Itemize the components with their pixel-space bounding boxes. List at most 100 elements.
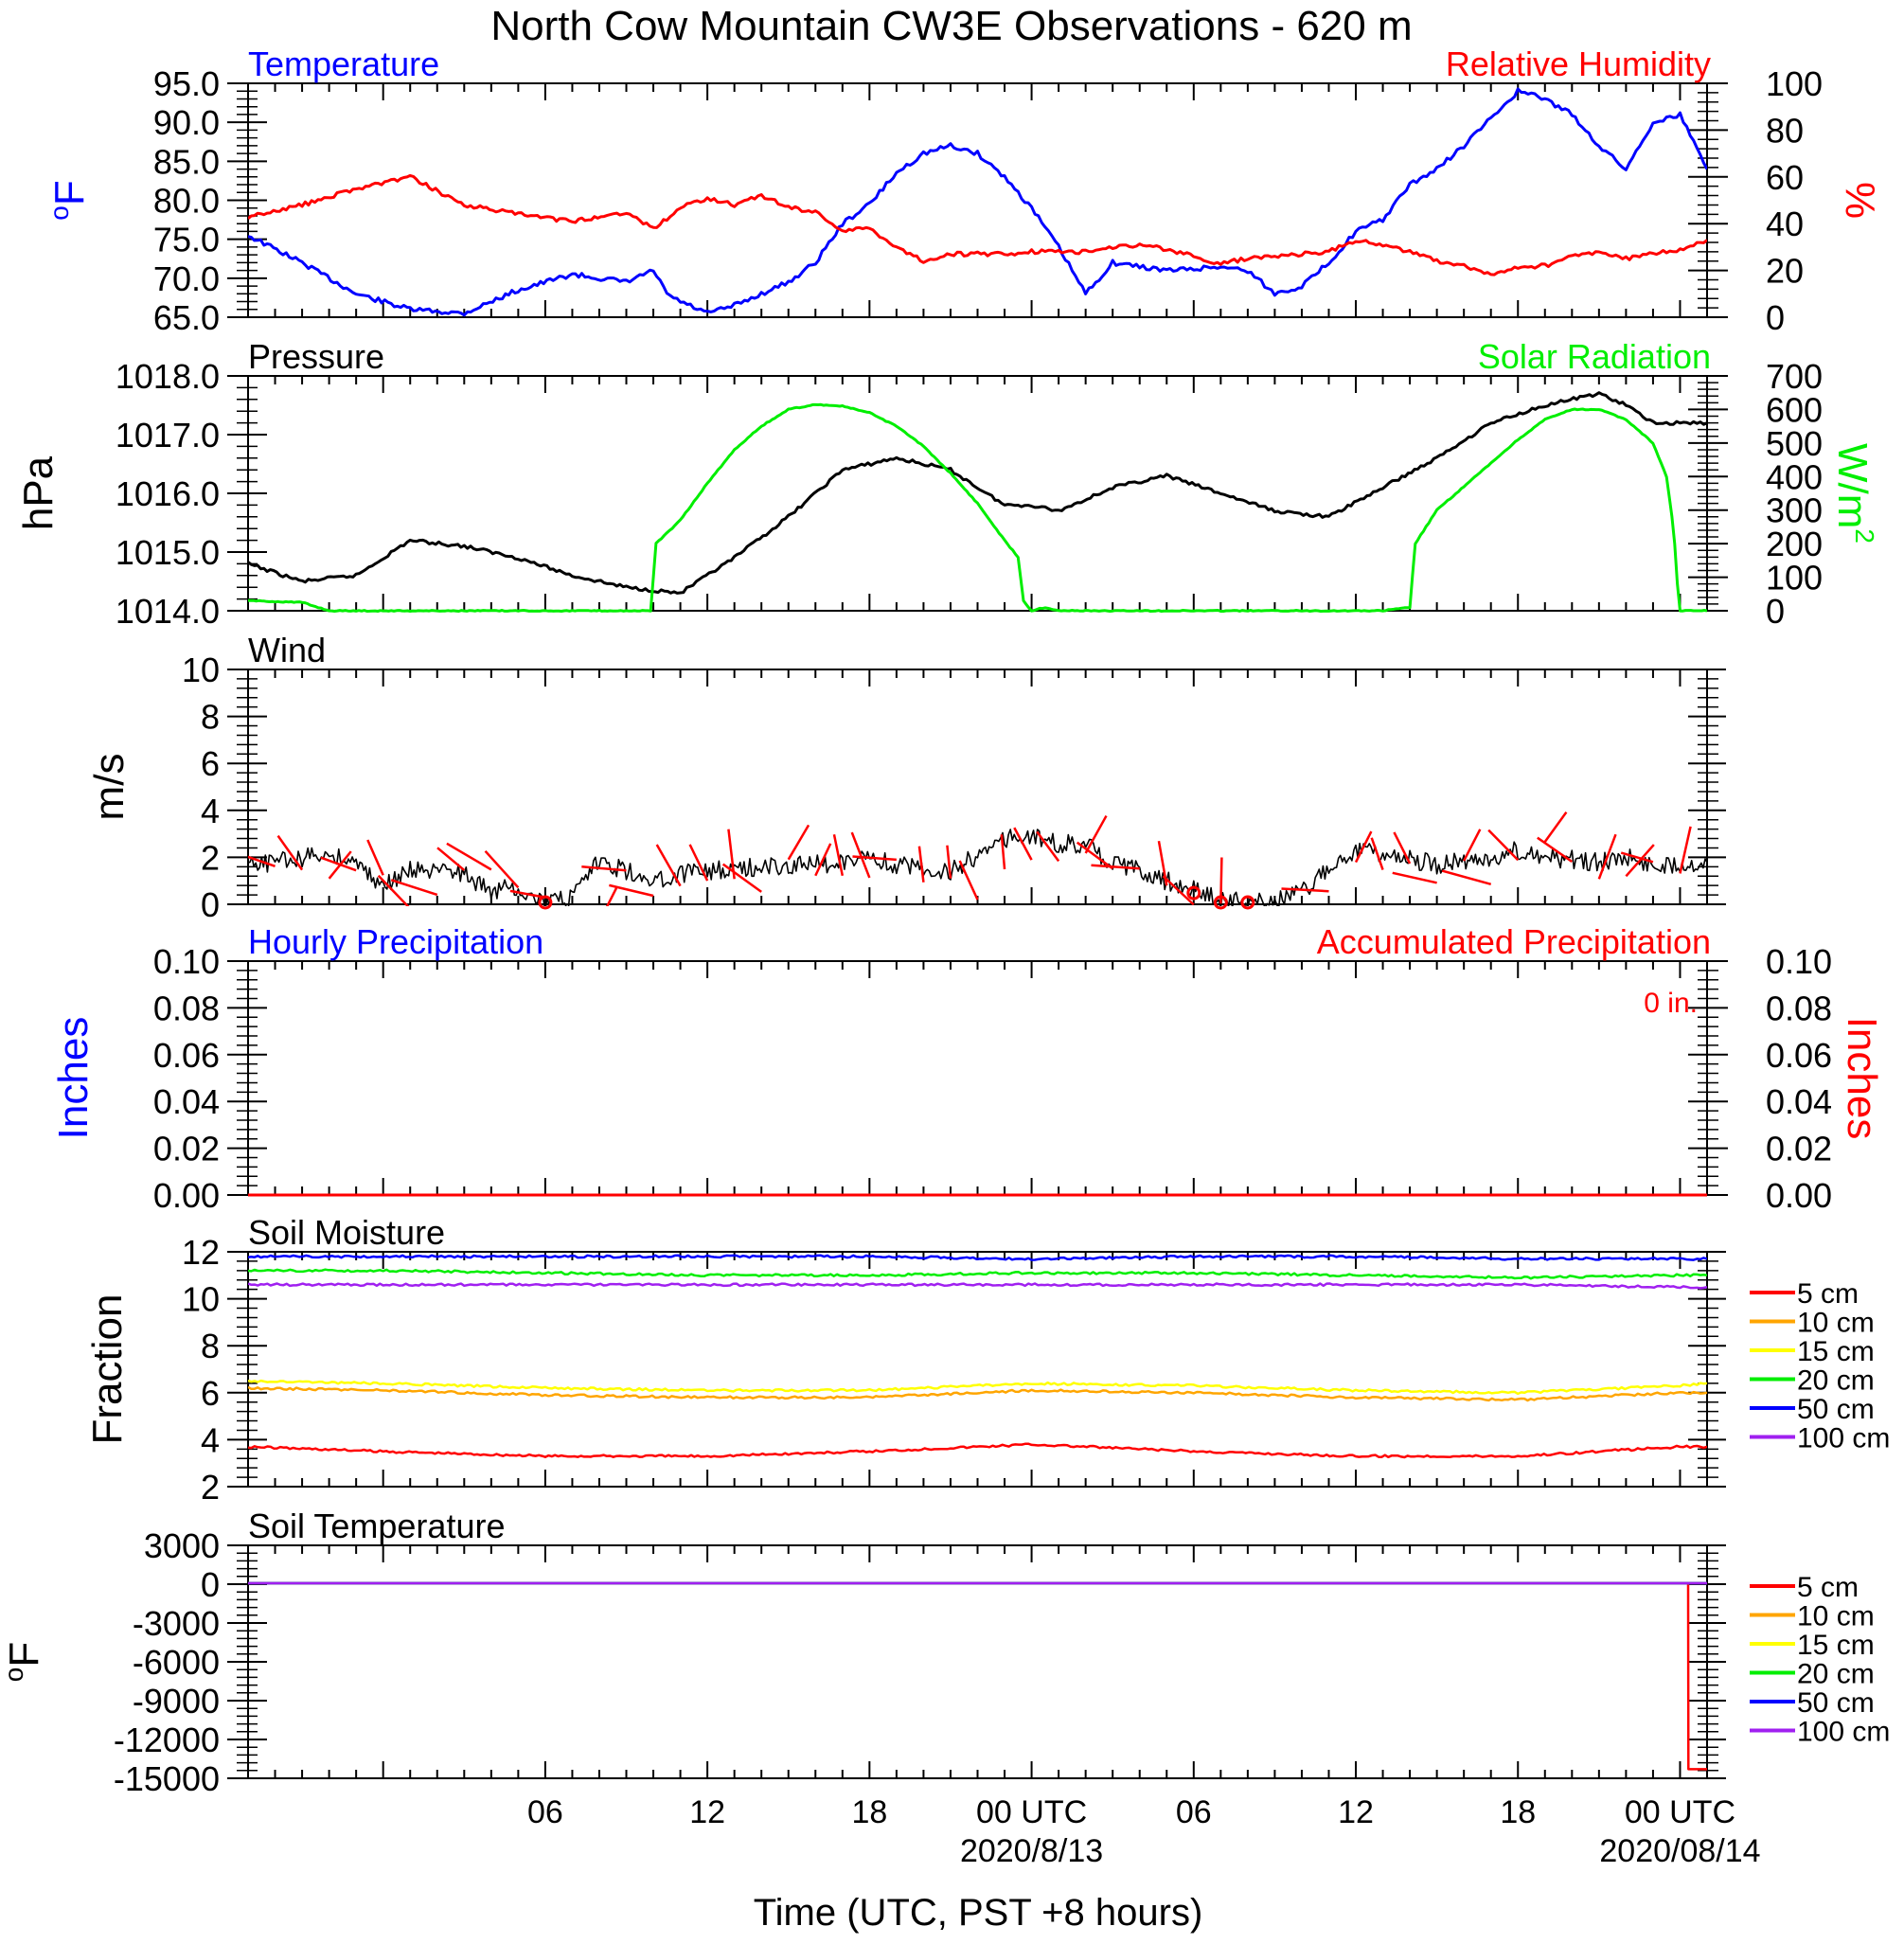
- wind-barb: [509, 889, 546, 899]
- series-line-20-cm: [248, 1268, 1707, 1280]
- wind-barb: [1281, 887, 1329, 893]
- left-tick-label: 0.02: [153, 1130, 220, 1168]
- unit-letter: F: [46, 180, 93, 205]
- left-tick-label: 0.06: [153, 1036, 220, 1075]
- series-line-temperature: [248, 87, 1707, 317]
- time-tick-label: 00 UTC: [1625, 1794, 1735, 1830]
- left-unit-label: oF: [0, 1642, 47, 1682]
- panel-series: [248, 811, 1707, 906]
- legend-label: 5 cm: [1797, 1278, 1859, 1310]
- degree-sign: o: [44, 205, 74, 221]
- panel-series: [248, 391, 1707, 613]
- right-tick-label: 600: [1766, 390, 1823, 429]
- left-tick-label: 6: [201, 1374, 220, 1413]
- left-tick-label: 0.04: [153, 1082, 220, 1121]
- legend-label: 50 cm: [1797, 1687, 1875, 1719]
- wind-barb: [814, 843, 832, 877]
- right-tick-label: 0: [1766, 592, 1785, 631]
- wind-barb: [1487, 829, 1520, 862]
- left-tick-label: -3000: [133, 1604, 220, 1643]
- right-tick-label: 100: [1766, 64, 1823, 103]
- wind-barb: [688, 844, 709, 882]
- series-line-relative-humidity: [248, 173, 1707, 276]
- left-tick-label: 95.0: [153, 64, 220, 103]
- left-tick-label: 6: [201, 744, 220, 783]
- series-line-10-cm: [248, 1385, 1707, 1402]
- time-tick-label: 06: [527, 1794, 563, 1830]
- time-tick-label: 06: [1176, 1794, 1212, 1830]
- wind-barb: [832, 834, 845, 877]
- degree-sign: o: [0, 1668, 28, 1683]
- wind-barb: [1162, 875, 1195, 906]
- series-line-pressure: [248, 391, 1707, 595]
- wind-barb: [1463, 829, 1482, 862]
- time-tick-label: 12: [1338, 1794, 1374, 1830]
- x-axis-label: Time (UTC, PST +8 hours): [754, 1892, 1203, 1934]
- left-tick-label: 90.0: [153, 103, 220, 142]
- legend-label: 100 cm: [1797, 1423, 1890, 1454]
- wind-barb: [1076, 841, 1113, 870]
- wind-barb: [1013, 827, 1033, 861]
- panel-series: [248, 1581, 1707, 1771]
- unit-text: W/m: [1829, 443, 1876, 528]
- right-unit-label: %: [1837, 182, 1883, 219]
- wind-barb: [276, 834, 304, 871]
- wind-barb: [958, 860, 979, 901]
- right-tick-label: 500: [1766, 424, 1823, 463]
- left-tick-label: 0: [201, 885, 220, 924]
- panel-left-title: Hourly Precipitation: [248, 922, 543, 961]
- calm-wind-marker: [538, 895, 553, 910]
- series-line-100-cm: [248, 1282, 1707, 1290]
- wind-barb: [1354, 830, 1373, 864]
- wind-barb: [721, 863, 762, 893]
- left-tick-label: -9000: [133, 1682, 220, 1721]
- time-tick-label: 18: [1500, 1794, 1536, 1830]
- left-tick-label: 75.0: [153, 221, 220, 259]
- wind-barb: [1543, 811, 1568, 843]
- right-tick-label: 20: [1766, 252, 1804, 291]
- wind-barb: [917, 846, 925, 883]
- right-unit-label: Inches: [1839, 1017, 1885, 1140]
- time-tick-label: 18: [851, 1794, 887, 1830]
- panels: 95.090.085.080.075.070.065.0100806040200…: [0, 45, 1890, 1798]
- right-tick-label: 100: [1766, 559, 1823, 597]
- panel-left-title: Pressure: [248, 337, 384, 376]
- right-tick-label: 0.08: [1766, 989, 1832, 1027]
- wind-barb: [1393, 831, 1412, 865]
- panel-right-title: Relative Humidity: [1446, 45, 1711, 83]
- wind-barb: [1537, 836, 1574, 864]
- right-tick-label: 300: [1766, 491, 1823, 530]
- right-tick-label: 0.04: [1766, 1082, 1832, 1121]
- right-tick-label: 0.10: [1766, 942, 1832, 981]
- left-tick-label: 0.10: [153, 942, 220, 981]
- left-tick-label: 2: [201, 838, 220, 877]
- left-tick-label: 80.0: [153, 182, 220, 221]
- time-tick-date: 2020/08/14: [1599, 1833, 1760, 1869]
- time-tick-label: 00 UTC: [976, 1794, 1087, 1830]
- time-tick-date: 2020/8/13: [960, 1833, 1103, 1869]
- calm-wind-marker: [1213, 895, 1228, 910]
- left-tick-label: 2: [201, 1468, 220, 1507]
- wind-barb: [605, 887, 618, 906]
- left-tick-label: 8: [201, 1327, 220, 1365]
- panel-precip: 0.10 0.08 0.06 0.04 0.02 0.00 0.10 0.08 0.06 0.04…: [50, 922, 1885, 1215]
- legend-label: 15 cm: [1797, 1630, 1875, 1661]
- wind-barb: [436, 847, 466, 871]
- left-tick-label: 12: [182, 1233, 220, 1272]
- calm-wind-marker: [1186, 885, 1201, 901]
- series-line-wind: [248, 829, 1707, 906]
- left-unit-label: hPa: [15, 455, 62, 530]
- left-tick-label: 10: [182, 1280, 220, 1319]
- wind-barb: [377, 874, 410, 906]
- left-tick-label: 1017.0: [116, 416, 220, 455]
- left-tick-label: 1016.0: [116, 474, 220, 513]
- right-tick-label: 0: [1766, 298, 1785, 337]
- right-tick-label: 0.00: [1766, 1176, 1832, 1215]
- series-line-5-cm: [248, 1442, 1707, 1459]
- wind-barb: [609, 883, 654, 898]
- wind-barb: [946, 845, 952, 879]
- series-line-15-cm: [248, 1379, 1707, 1396]
- wind-barb: [366, 839, 384, 876]
- legend-label: 15 cm: [1797, 1336, 1875, 1367]
